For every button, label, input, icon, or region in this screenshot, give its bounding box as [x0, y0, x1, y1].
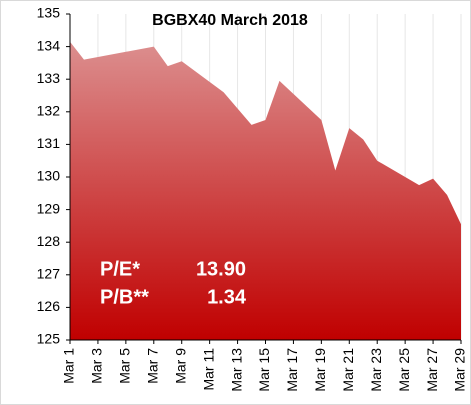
y-tick-label: 127: [37, 266, 61, 282]
x-tick-label: Mar 13: [228, 348, 244, 392]
y-tick-label: 135: [37, 5, 61, 21]
chart-title: BGBX40 March 2018: [152, 12, 308, 29]
x-tick-label: Mar 11: [200, 348, 216, 391]
x-tick-label: Mar 7: [144, 348, 160, 384]
x-tick-label: Mar 5: [117, 348, 133, 384]
area: [70, 41, 461, 341]
x-tick-label: Mar 9: [172, 348, 188, 384]
x-tick-label: Mar 15: [256, 348, 272, 392]
x-tick-label: Mar 17: [284, 348, 300, 392]
x-tick-label: Mar 25: [396, 348, 412, 392]
y-tick-label: 134: [37, 37, 61, 53]
annotation-label: P/B**: [100, 286, 149, 308]
y-tick-label: 133: [37, 70, 61, 86]
x-tick-label: Mar 21: [340, 348, 356, 392]
annotation-value: 1.34: [207, 286, 247, 308]
x-tick-label: Mar 29: [452, 348, 468, 392]
y-tick-label: 130: [37, 168, 61, 184]
y-tick-label: 126: [37, 298, 61, 314]
y-tick-label: 132: [37, 103, 61, 119]
x-tick-label: Mar 1: [61, 348, 77, 384]
annotation-value: 13.90: [196, 258, 246, 280]
x-tick-label: Mar 23: [368, 348, 384, 392]
x-tick-label: Mar 3: [89, 348, 105, 384]
y-tick-label: 131: [37, 135, 61, 151]
y-tick-label: 129: [37, 200, 61, 216]
x-tick-label: Mar 27: [424, 348, 440, 392]
y-tick-label: 128: [37, 233, 61, 249]
annotation-label: P/E*: [100, 258, 140, 280]
y-tick-label: 125: [37, 331, 61, 347]
x-tick-label: Mar 19: [312, 348, 328, 392]
